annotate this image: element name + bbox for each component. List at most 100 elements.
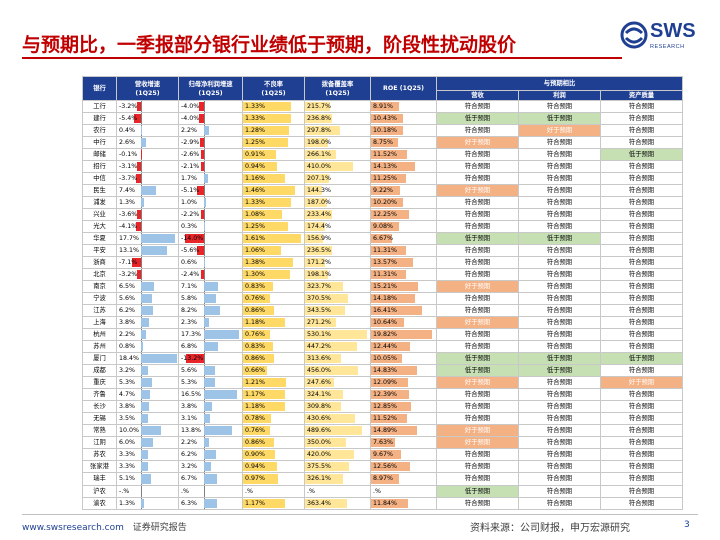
value-roe: 7.63%: [373, 439, 394, 447]
table-row: 宁波 5.6% 5.8% 0.76% 370.5% 14.18% 符合预期 符合预期 符合预期: [82, 292, 684, 306]
cell-npl: 1.30%: [242, 268, 305, 282]
bar-rev: [136, 210, 142, 220]
cell-expectation-e3: 符合预期: [599, 292, 684, 306]
cell-npl: 0.78%: [242, 412, 305, 426]
value-npl: 0.94%: [245, 463, 266, 471]
value-npl: 0.76%: [245, 295, 266, 303]
table-row: 中信 -3.7% 1.7% 1.16% 207.1% 11.25% 符合预期 符合预期 符合预期: [82, 172, 684, 186]
bar-cov: [305, 318, 337, 328]
value-cov: 266.1%: [307, 151, 332, 159]
cell-rev: 3.3%: [116, 460, 179, 474]
cell-expectation-e1: 符合预期: [436, 99, 519, 114]
cell-cov: 370.5%: [304, 292, 371, 306]
value-rev: 6.5%: [119, 283, 135, 291]
cell-roe: 6.67%: [370, 232, 437, 246]
cell-np: 0.6%: [178, 256, 243, 270]
cell-expectation-e3: 符合预期: [599, 280, 684, 294]
bar-rev: [141, 186, 156, 196]
cell-bank: 无锡: [82, 412, 117, 426]
table-row: 农行 0.4% 2.2% 1.28% 297.8% 10.18% 符合预期 好于预期 符合预期: [82, 124, 684, 138]
value-npl: 0.86%: [245, 355, 266, 363]
bar-npl: [243, 114, 291, 124]
cell-bank: 浦发: [82, 196, 117, 210]
cell-np: 1.0%: [178, 196, 243, 210]
value-roe: 8.91%: [373, 103, 394, 110]
cell-cov: 430.6%: [304, 412, 371, 426]
value-npl: 0.83%: [245, 343, 266, 351]
table-row: 上海 3.8% 2.3% 1.18% 271.2% 10.64% 好于预期 符合预期 符合预期: [82, 316, 684, 330]
bar-npl: [243, 270, 290, 280]
value-roe: 11.31%: [373, 247, 398, 255]
footer-url[interactable]: www.swsresearch.com: [22, 523, 124, 533]
bar-cov: [305, 342, 357, 352]
value-rev: 3.8%: [119, 403, 135, 411]
value-cov: 171.2%: [307, 259, 332, 267]
cell-np: 6.3%: [178, 496, 243, 511]
value-cov: 215.7%: [307, 103, 332, 110]
header-exp-profit: 利润: [518, 90, 601, 101]
header-npl-ratio: 不良率 (1Q25): [242, 76, 305, 101]
value-roe: 8.97%: [373, 475, 394, 483]
cell-np: 8.2%: [178, 304, 243, 318]
cell-expectation-e2: 符合预期: [518, 99, 601, 114]
header-coverage-ratio: 拨备覆盖率 (1Q25): [304, 76, 371, 101]
cell-expectation-e1: 低于预期: [436, 352, 519, 366]
value-rev: 13.1%: [119, 247, 140, 255]
cell-np: 3.1%: [178, 412, 243, 426]
cell-expectation-e3: 符合预期: [599, 244, 684, 258]
cell-npl: 0.91%: [242, 148, 305, 162]
value-roe: 16.41%: [373, 307, 398, 315]
value-cov: 350.0%: [307, 439, 332, 447]
cell-cov: 375.5%: [304, 460, 371, 474]
bar-roe: [371, 114, 404, 124]
value-cov: .%: [307, 487, 315, 495]
cell-rev: 6.5%: [116, 280, 179, 294]
bar-roe: [371, 126, 403, 136]
value-roe: 11.52%: [373, 151, 398, 159]
cell-expectation-e3: 符合预期: [599, 256, 684, 270]
bar-npl: [243, 150, 276, 160]
value-rev: 6.0%: [119, 439, 135, 447]
bar-cov: [305, 414, 355, 424]
cell-cov: 420.0%: [304, 448, 371, 462]
value-npl: 0.76%: [245, 427, 266, 435]
bar-roe: [371, 378, 409, 388]
cell-expectation-e1: 符合预期: [436, 328, 519, 342]
cell-npl: 1.17%: [242, 388, 305, 402]
cell-expectation-e2: 符合预期: [518, 184, 601, 198]
cell-expectation-e1: 低于预期: [436, 364, 519, 378]
cell-expectation-e1: 符合预期: [436, 412, 519, 426]
value-npl: 0.86%: [245, 439, 266, 447]
value-npl: 0.66%: [245, 367, 266, 375]
cell-npl: 0.83%: [242, 280, 305, 294]
table-row: 北京 -3.2% -2.4% 1.30% 198.1% 11.31% 符合预期 符合预期 符合预…: [82, 268, 684, 282]
value-roe: 11.84%: [373, 499, 398, 507]
cell-roe: 10.20%: [370, 196, 437, 210]
value-cov: 323.7%: [307, 283, 332, 291]
table-row: 渝农 1.3% 6.3% 1.17% 363.4% 11.84% 符合预期 符合预期 符合预期: [82, 496, 684, 511]
cell-roe: 11.52%: [370, 412, 437, 426]
cell-roe: 12.56%: [370, 460, 437, 474]
cell-bank: 建行: [82, 112, 117, 126]
cell-cov: 236.8%: [304, 112, 371, 126]
value-roe: 14.18%: [373, 295, 398, 303]
cell-expectation-e2: 符合预期: [518, 340, 601, 354]
page-title: 与预期比，一季报部分银行业绩低于预期，阶段性扰动股价: [22, 34, 517, 56]
cell-roe: 10.18%: [370, 124, 437, 138]
bar-cov: [305, 390, 343, 400]
value-rev: -3.2%: [119, 103, 138, 110]
value-roe: 10.64%: [373, 319, 398, 327]
cell-bank: 光大: [82, 220, 117, 234]
value-roe: 10.05%: [373, 355, 398, 363]
value-roe: 6.67%: [373, 235, 394, 243]
cell-npl: 1.25%: [242, 220, 305, 234]
cell-cov: 489.6%: [304, 424, 371, 438]
bar-rev: [141, 450, 148, 460]
value-cov: 174.4%: [307, 223, 332, 231]
cell-np: -5.1%: [178, 184, 243, 198]
cell-npl: 1.18%: [242, 316, 305, 330]
value-npl: 0.78%: [245, 415, 266, 423]
value-rev: 6.2%: [119, 307, 135, 315]
bar-roe: [371, 414, 407, 424]
bar-cov: [305, 306, 345, 316]
